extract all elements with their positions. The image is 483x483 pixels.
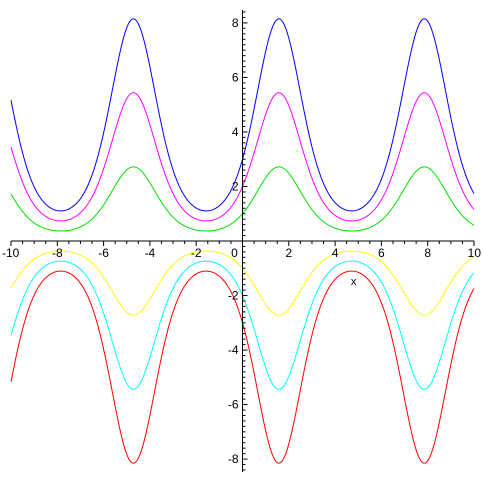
- y-tick-label: 8: [232, 16, 239, 30]
- y-tick-label: 2: [232, 179, 239, 193]
- x-tick-label: 4: [332, 246, 339, 260]
- y-tick-label: -8: [228, 452, 239, 466]
- x-tick-label: 8: [424, 246, 431, 260]
- labels-layer: -10 -8 -6 -4 -2 0 2 4 6 8 10 -8 -6 -4 -2 2 4 6 8: [2, 16, 481, 466]
- x-tick-label: -8: [52, 246, 63, 260]
- x-tick-label: -10: [2, 246, 20, 260]
- x-tick-label: 0: [231, 246, 238, 260]
- x-tick-label: 2: [285, 246, 292, 260]
- x-tick-label: 6: [378, 246, 385, 260]
- y-tick-label: -4: [228, 343, 239, 357]
- x-tick-label: 10: [468, 246, 482, 260]
- ticks-layer: [10, 11, 475, 471]
- x-tick-label: -6: [98, 246, 109, 260]
- y-tick-label: -2: [228, 289, 239, 303]
- x-tick-label: -2: [191, 246, 202, 260]
- y-tick-label: 4: [232, 125, 239, 139]
- axes-layer: -10 -8 -6 -4 -2 0 2 4 6 8 10 -8 -6 -4 -2 2 4 6 8: [2, 10, 481, 472]
- y-tick-label: 6: [232, 70, 239, 84]
- x-tick-label: -4: [145, 246, 156, 260]
- y-tick-label: -6: [228, 398, 239, 412]
- x-axis-title: x: [351, 276, 357, 288]
